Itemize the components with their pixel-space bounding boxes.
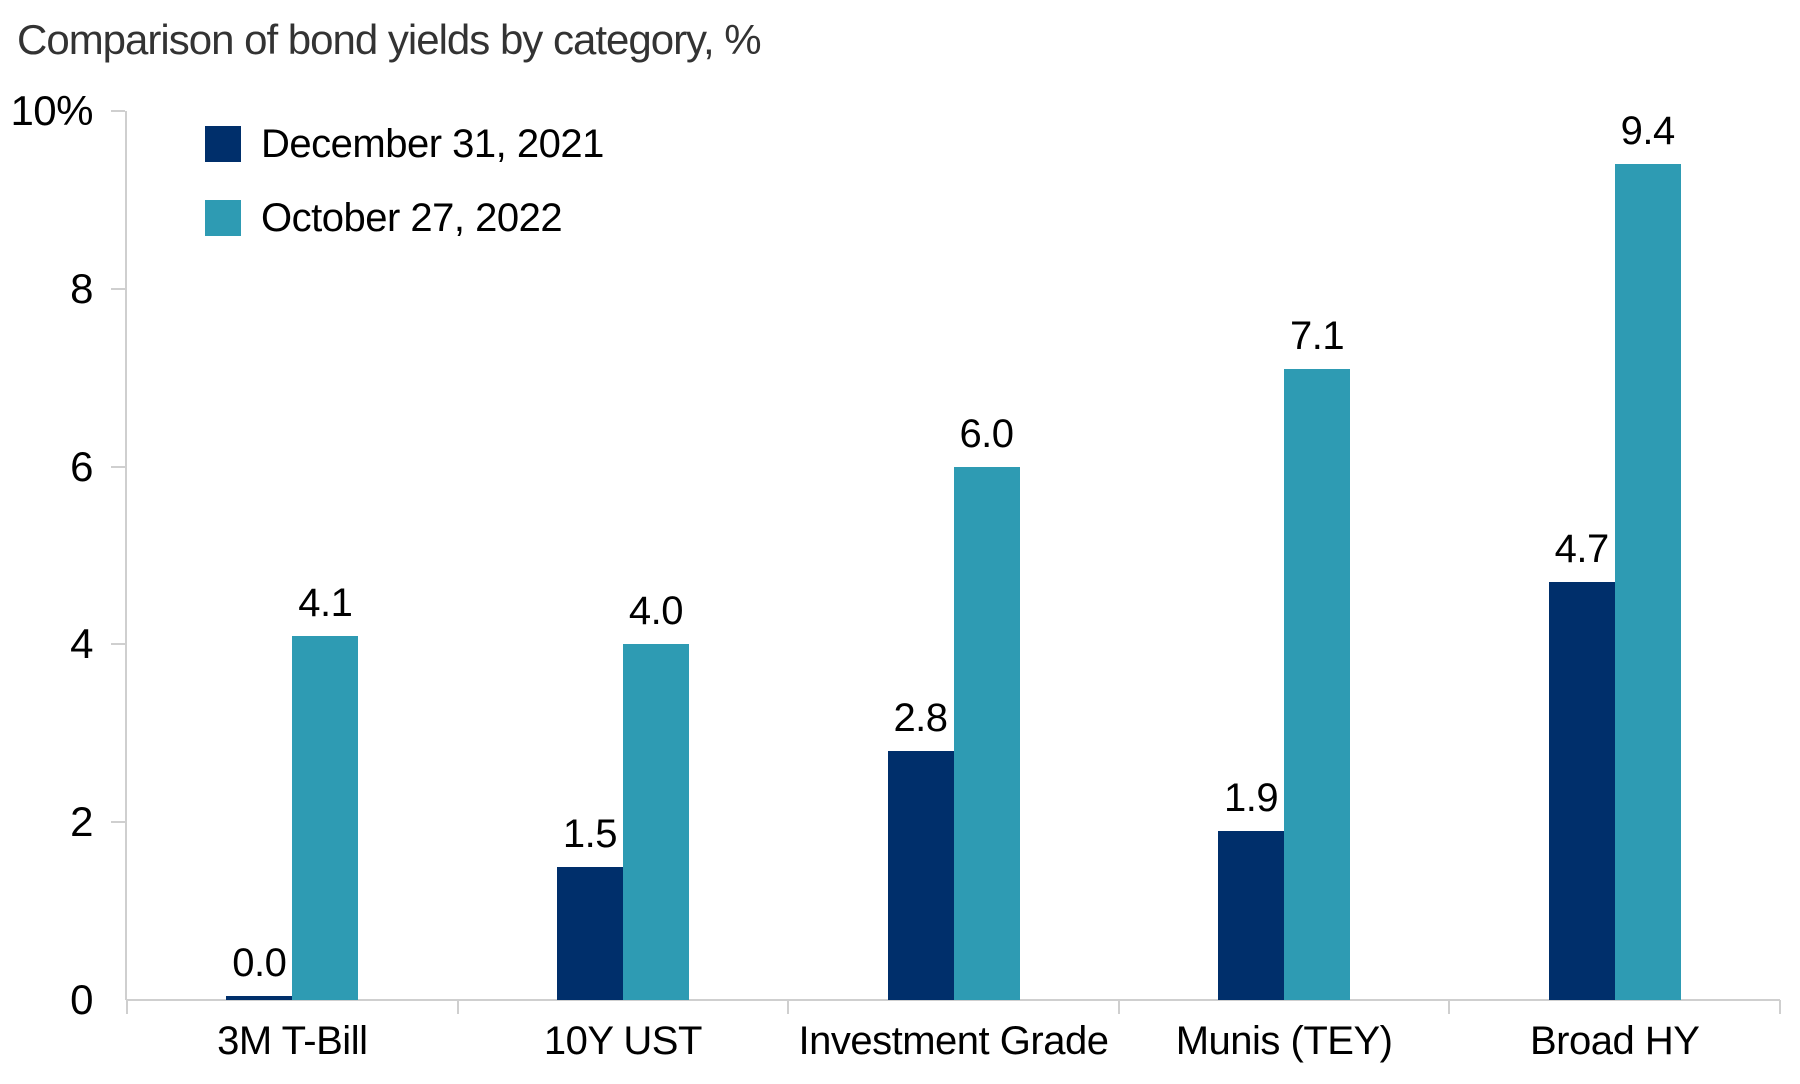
value-label: 2.8 — [893, 696, 948, 741]
bar-dec2021-3 — [887, 751, 954, 1000]
bar-oct2022-5 — [1614, 164, 1681, 1000]
y-tick-label: 8 — [70, 264, 93, 312]
bar-oct2022-3 — [953, 466, 1020, 1000]
x-category-label: 3M T-Bill — [217, 1019, 368, 1063]
legend-swatch-icon — [205, 126, 241, 162]
x-tick-mark — [126, 1000, 128, 1014]
value-label: 1.9 — [1224, 776, 1279, 821]
value-label: 1.5 — [562, 811, 618, 856]
bar-oct2022-2 — [622, 644, 689, 1000]
bar-oct2022-1 — [292, 635, 359, 1000]
value-label: 9.4 — [1620, 109, 1676, 154]
x-axis-line — [127, 999, 1780, 1001]
legend-label: October 27, 2022 — [261, 195, 563, 240]
legend: December 31, 2021 October 27, 2022 — [205, 120, 604, 268]
legend-swatch-icon — [205, 200, 241, 236]
value-label: 0.0 — [232, 941, 287, 985]
bar-dec2021-5 — [1548, 582, 1615, 1000]
value-label: 4.7 — [1554, 527, 1610, 572]
bar-dec2021-4 — [1218, 831, 1285, 1000]
legend-label: December 31, 2021 — [261, 121, 604, 166]
value-label: 4.1 — [298, 580, 353, 625]
x-category-label: Munis (TEY) — [1175, 1019, 1393, 1063]
x-tick-mark — [1117, 1000, 1120, 1014]
bar-dec2021-2 — [556, 866, 623, 1000]
chart-title: Comparison of bond yields by category, % — [17, 16, 762, 63]
x-tick-mark — [456, 1000, 459, 1014]
x-category-label: Broad HY — [1529, 1019, 1700, 1063]
y-tick-mark — [111, 465, 125, 468]
y-tick-label: 4 — [70, 620, 93, 668]
y-tick-label: 6 — [70, 442, 93, 490]
value-label: 7.1 — [1290, 313, 1345, 358]
x-tick-mark — [787, 1000, 790, 1014]
y-tick-label: 10% — [10, 87, 93, 134]
legend-item: December 31, 2021 — [205, 120, 604, 168]
bar-oct2022-4 — [1284, 368, 1351, 1000]
legend-item: October 27, 2022 — [205, 194, 604, 242]
x-category-label: Investment Grade — [798, 1019, 1109, 1063]
value-label: 4.0 — [628, 589, 684, 634]
y-axis-line — [125, 111, 127, 1000]
x-category-label: 10Y UST — [543, 1019, 703, 1063]
x-tick-mark — [1448, 1000, 1451, 1014]
y-tick-mark — [111, 287, 125, 290]
y-tick-label: 2 — [70, 798, 93, 846]
y-tick-label: 0 — [70, 976, 93, 1023]
bar-dec2021-1 — [226, 996, 293, 1000]
x-tick-mark — [1779, 1000, 1781, 1014]
y-tick-mark — [111, 643, 125, 646]
y-tick-mark — [111, 821, 125, 824]
y-tick-mark — [111, 110, 125, 112]
value-label: 6.0 — [959, 411, 1014, 456]
